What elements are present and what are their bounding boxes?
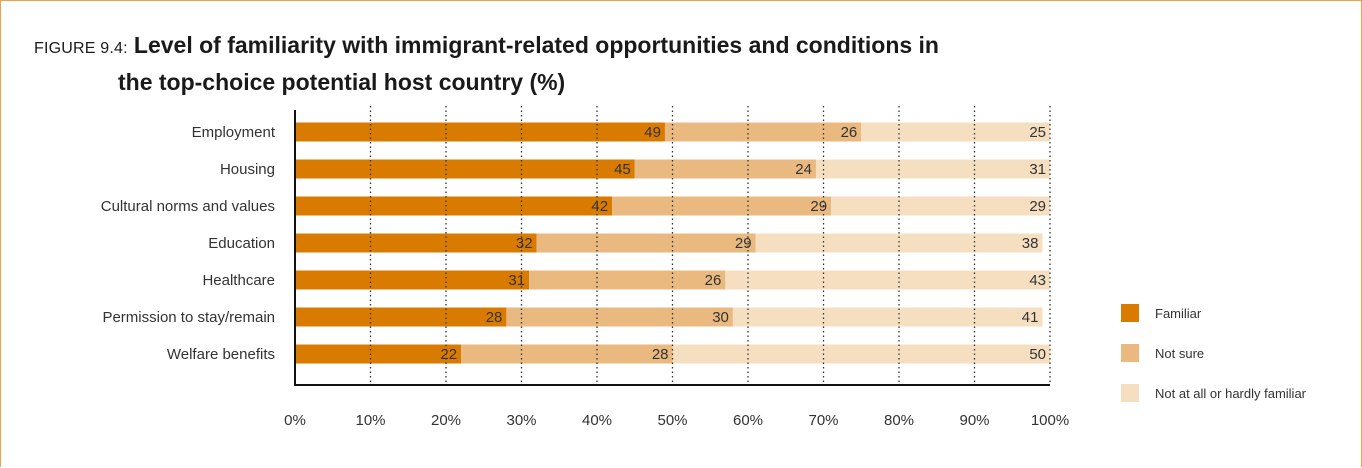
bar-permission-to-stay-remain-familiar bbox=[295, 307, 507, 327]
legend-item-not-familiar: Not at all or hardly familiar bbox=[1121, 384, 1306, 402]
data-label-cultural-norms-and-values-not-at-all-or-hardly-familiar: 29 bbox=[1029, 198, 1046, 215]
data-label-permission-to-stay-remain-not-at-all-or-hardly-familiar: 41 bbox=[1022, 309, 1039, 326]
legend-swatch-not-sure bbox=[1121, 344, 1139, 362]
data-label-education-not-sure: 29 bbox=[735, 235, 752, 252]
figure-label: FIGURE 9.4: bbox=[34, 40, 128, 57]
legend-label-familiar: Familiar bbox=[1155, 305, 1202, 321]
legend: Familiar Not sure Not at all or hardly f… bbox=[1121, 304, 1306, 424]
bar-healthcare-familiar bbox=[295, 270, 530, 290]
data-label-cultural-norms-and-values-not-sure: 29 bbox=[810, 198, 827, 215]
category-label-welfare-benefits: Welfare benefits bbox=[167, 346, 275, 363]
x-tick-label-40: 40% bbox=[582, 412, 612, 429]
legend-item-not-sure: Not sure bbox=[1121, 344, 1306, 362]
bar-welfare-benefits-not-at-all-or-hardly-familiar bbox=[672, 344, 1050, 364]
x-tick-label-70: 70% bbox=[808, 412, 838, 429]
bar-education-not-at-all-or-hardly-familiar bbox=[755, 233, 1043, 253]
bar-healthcare-not-at-all-or-hardly-familiar bbox=[725, 270, 1050, 290]
legend-label-not-familiar: Not at all or hardly familiar bbox=[1155, 385, 1306, 401]
legend-swatch-familiar bbox=[1121, 304, 1139, 322]
x-tick-label-10: 10% bbox=[355, 412, 385, 429]
data-label-permission-to-stay-remain-familiar: 28 bbox=[486, 309, 503, 326]
data-label-welfare-benefits-not-sure: 28 bbox=[652, 346, 669, 363]
data-label-housing-not-sure: 24 bbox=[795, 161, 812, 178]
x-tick-label-90: 90% bbox=[959, 412, 989, 429]
legend-swatch-not-familiar bbox=[1121, 384, 1139, 402]
category-label-employment: Employment bbox=[192, 124, 276, 141]
data-label-permission-to-stay-remain-not-sure: 30 bbox=[712, 309, 729, 326]
data-label-healthcare-familiar: 31 bbox=[508, 272, 525, 289]
bar-permission-to-stay-remain-not-at-all-or-hardly-familiar bbox=[732, 307, 1043, 327]
data-label-cultural-norms-and-values-familiar: 42 bbox=[591, 198, 608, 215]
category-label-healthcare: Healthcare bbox=[202, 272, 275, 289]
title-text-1: Level of familiarity with immigrant-rela… bbox=[133, 32, 939, 58]
title-line-1: FIGURE 9.4: Level of familiarity with im… bbox=[34, 28, 1094, 66]
bar-cultural-norms-and-values-familiar bbox=[295, 196, 613, 216]
x-tick-label-60: 60% bbox=[733, 412, 763, 429]
bar-education-not-sure bbox=[536, 233, 756, 253]
x-tick-label-0: 0% bbox=[284, 412, 306, 429]
data-label-employment-not-sure: 26 bbox=[841, 124, 858, 141]
category-label-education: Education bbox=[208, 235, 275, 252]
data-label-employment-not-at-all-or-hardly-familiar: 25 bbox=[1029, 124, 1046, 141]
x-tick-label-20: 20% bbox=[431, 412, 461, 429]
data-label-welfare-benefits-familiar: 22 bbox=[440, 346, 457, 363]
bar-housing-not-sure bbox=[634, 159, 816, 179]
x-tick-label-80: 80% bbox=[884, 412, 914, 429]
bar-employment-not-at-all-or-hardly-familiar bbox=[861, 122, 1050, 142]
x-tick-label-100: 100% bbox=[1031, 412, 1069, 429]
data-label-housing-familiar: 45 bbox=[614, 161, 631, 178]
category-label-housing: Housing bbox=[220, 161, 275, 178]
data-label-healthcare-not-sure: 26 bbox=[705, 272, 722, 289]
bar-education-familiar bbox=[295, 233, 537, 253]
x-tick-label-50: 50% bbox=[657, 412, 687, 429]
data-label-employment-familiar: 49 bbox=[644, 124, 661, 141]
bar-employment-familiar bbox=[295, 122, 665, 142]
data-label-education-familiar: 32 bbox=[516, 235, 533, 252]
chart-title: FIGURE 9.4: Level of familiarity with im… bbox=[34, 28, 1094, 98]
bar-welfare-benefits-not-sure bbox=[461, 344, 673, 364]
category-label-permission-to-stay-remain: Permission to stay/remain bbox=[102, 309, 275, 326]
legend-item-familiar: Familiar bbox=[1121, 304, 1306, 322]
bar-welfare-benefits-familiar bbox=[295, 344, 462, 364]
data-label-welfare-benefits-not-at-all-or-hardly-familiar: 50 bbox=[1029, 346, 1046, 363]
bar-healthcare-not-sure bbox=[529, 270, 726, 290]
data-label-housing-not-at-all-or-hardly-familiar: 31 bbox=[1029, 161, 1046, 178]
data-label-education-not-at-all-or-hardly-familiar: 38 bbox=[1022, 235, 1039, 252]
x-tick-label-30: 30% bbox=[506, 412, 536, 429]
bar-employment-not-sure bbox=[664, 122, 862, 142]
bar-housing-familiar bbox=[295, 159, 635, 179]
bar-cultural-norms-and-values-not-sure bbox=[612, 196, 832, 216]
data-label-healthcare-not-at-all-or-hardly-familiar: 43 bbox=[1029, 272, 1046, 289]
title-line-2: the top-choice potential host country (%… bbox=[118, 69, 566, 95]
bar-housing-not-at-all-or-hardly-familiar bbox=[815, 159, 1050, 179]
legend-label-not-sure: Not sure bbox=[1155, 345, 1205, 361]
bar-cultural-norms-and-values-not-at-all-or-hardly-familiar bbox=[831, 196, 1050, 216]
category-label-cultural-norms-and-values: Cultural norms and values bbox=[101, 198, 275, 215]
bar-permission-to-stay-remain-not-sure bbox=[506, 307, 733, 327]
